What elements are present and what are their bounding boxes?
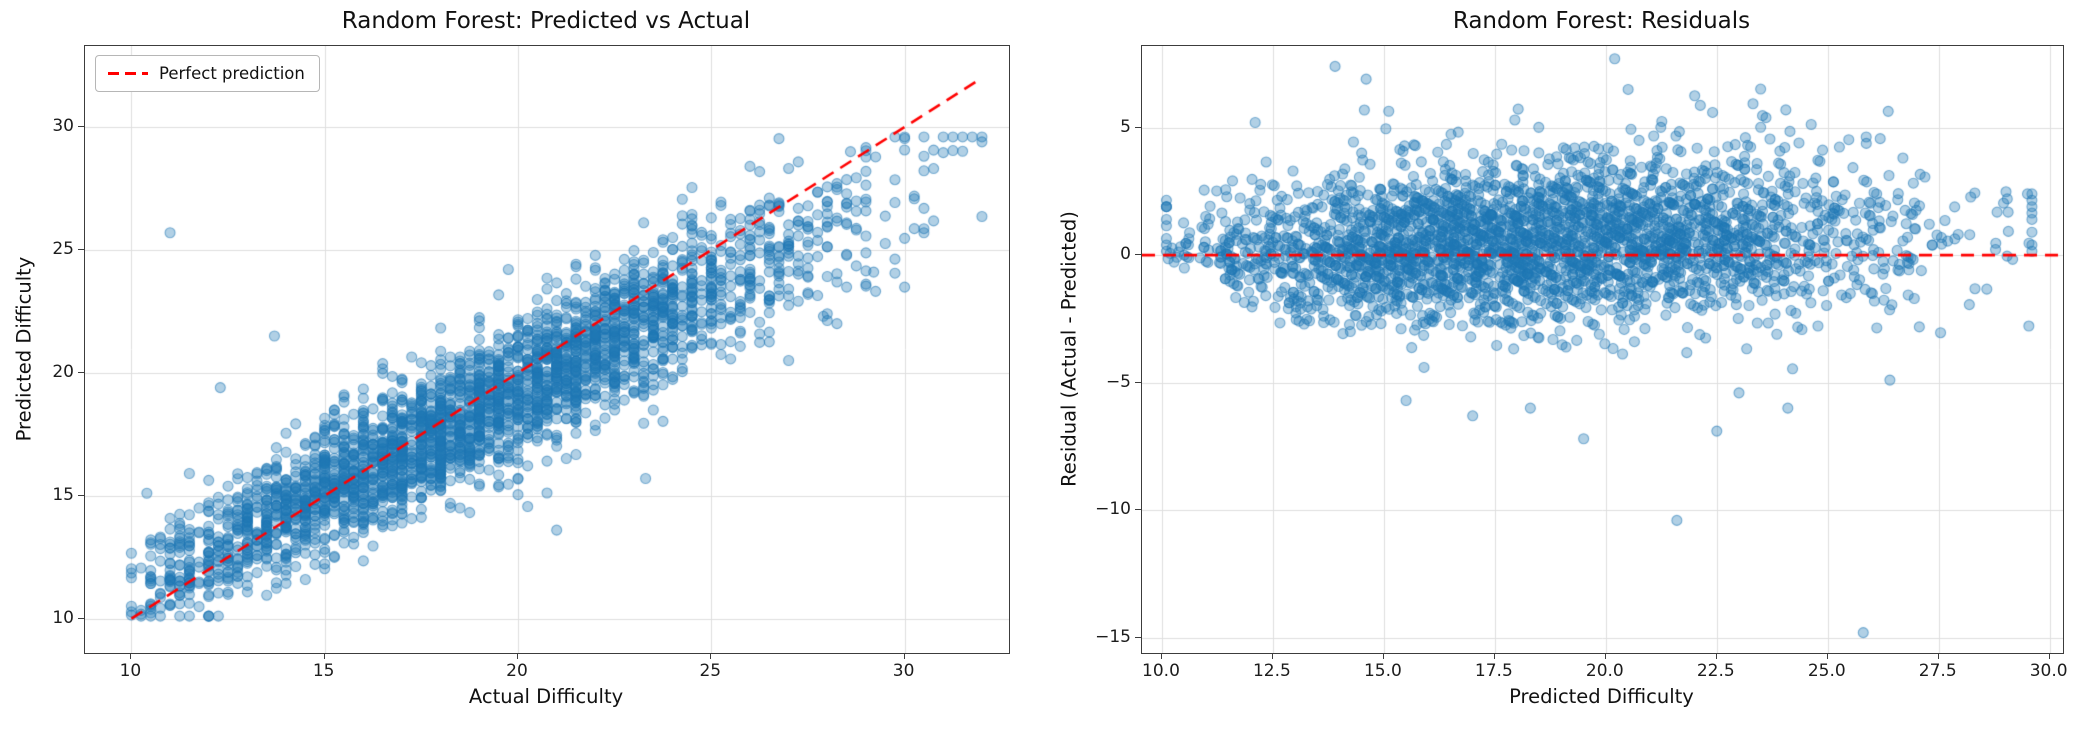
chart-title: Random Forest: Residuals (1452, 8, 1751, 34)
y-tick-mark (78, 617, 84, 619)
y-tick-mark (78, 248, 84, 250)
x-tick-label: 30.0 (2029, 661, 2068, 681)
y-tick-mark (78, 371, 84, 373)
x-tick-label: 20 (506, 661, 528, 681)
x-tick-label: 15 (312, 661, 335, 681)
x-tick-mark (1382, 653, 1384, 659)
x-tick-mark (1937, 653, 1939, 659)
y-tick-label: 30 (52, 116, 74, 137)
y-tick-label: −10 (1095, 499, 1131, 520)
x-tick-mark (2048, 653, 2050, 659)
x-tick-mark (710, 653, 712, 659)
y-tick-mark (1135, 636, 1141, 638)
legend: Perfect prediction (95, 55, 320, 92)
x-tick-label: 30 (892, 661, 915, 681)
y-tick-label: 25 (52, 238, 74, 259)
y-tick-mark (78, 494, 84, 496)
x-tick-mark (1271, 653, 1273, 659)
x-axis-label: Predicted Difficulty (1509, 685, 1694, 708)
x-tick-label: 17.5 (1474, 661, 1513, 681)
x-tick-label: 15.0 (1363, 661, 1402, 681)
y-tick-label: −15 (1095, 626, 1131, 647)
x-tick-mark (1604, 653, 1606, 659)
scatter-canvas (85, 46, 1009, 653)
x-tick-label: 10.0 (1142, 661, 1180, 681)
y-tick-mark (1135, 381, 1141, 383)
x-tick-label: 25 (699, 661, 722, 681)
x-tick-label: 22.5 (1696, 661, 1735, 681)
y-tick-mark (1135, 509, 1141, 511)
x-tick-mark (1715, 653, 1717, 659)
y-tick-mark (1135, 126, 1141, 128)
y-tick-label: 20 (52, 361, 74, 382)
x-tick-mark (1160, 653, 1162, 659)
x-tick-label: 12.5 (1252, 661, 1291, 681)
x-tick-label: 10 (119, 661, 142, 681)
x-tick-mark (903, 653, 905, 659)
x-axis-label: Actual Difficulty (468, 685, 624, 708)
chart-title: Random Forest: Predicted vs Actual (341, 8, 751, 34)
x-tick-mark (130, 653, 132, 659)
plot-area: Perfect prediction (84, 45, 1010, 654)
y-tick-label: 15 (52, 484, 74, 505)
y-tick-label: 5 (1120, 116, 1131, 137)
y-tick-label: −5 (1105, 371, 1131, 392)
x-tick-label: 27.5 (1918, 661, 1957, 681)
plot-area (1141, 45, 2064, 654)
y-axis-label: Predicted Difficulty (12, 256, 36, 441)
y-tick-label: 10 (52, 607, 74, 628)
legend-label: Perfect prediction (159, 64, 305, 83)
y-tick-mark (78, 126, 84, 128)
x-tick-label: 25.0 (1807, 661, 1846, 681)
y-tick-label: 0 (1120, 244, 1131, 265)
y-tick-mark (1135, 254, 1141, 256)
dashed-line-swatch (108, 72, 148, 75)
x-tick-mark (517, 653, 518, 659)
scatter-canvas (1142, 46, 2063, 653)
x-tick-mark (323, 653, 325, 659)
x-tick-label: 20.0 (1585, 661, 1624, 681)
y-axis-label: Residual (Actual - Predicted) (1057, 210, 1081, 487)
x-tick-mark (1493, 653, 1495, 659)
x-tick-mark (1826, 653, 1828, 659)
